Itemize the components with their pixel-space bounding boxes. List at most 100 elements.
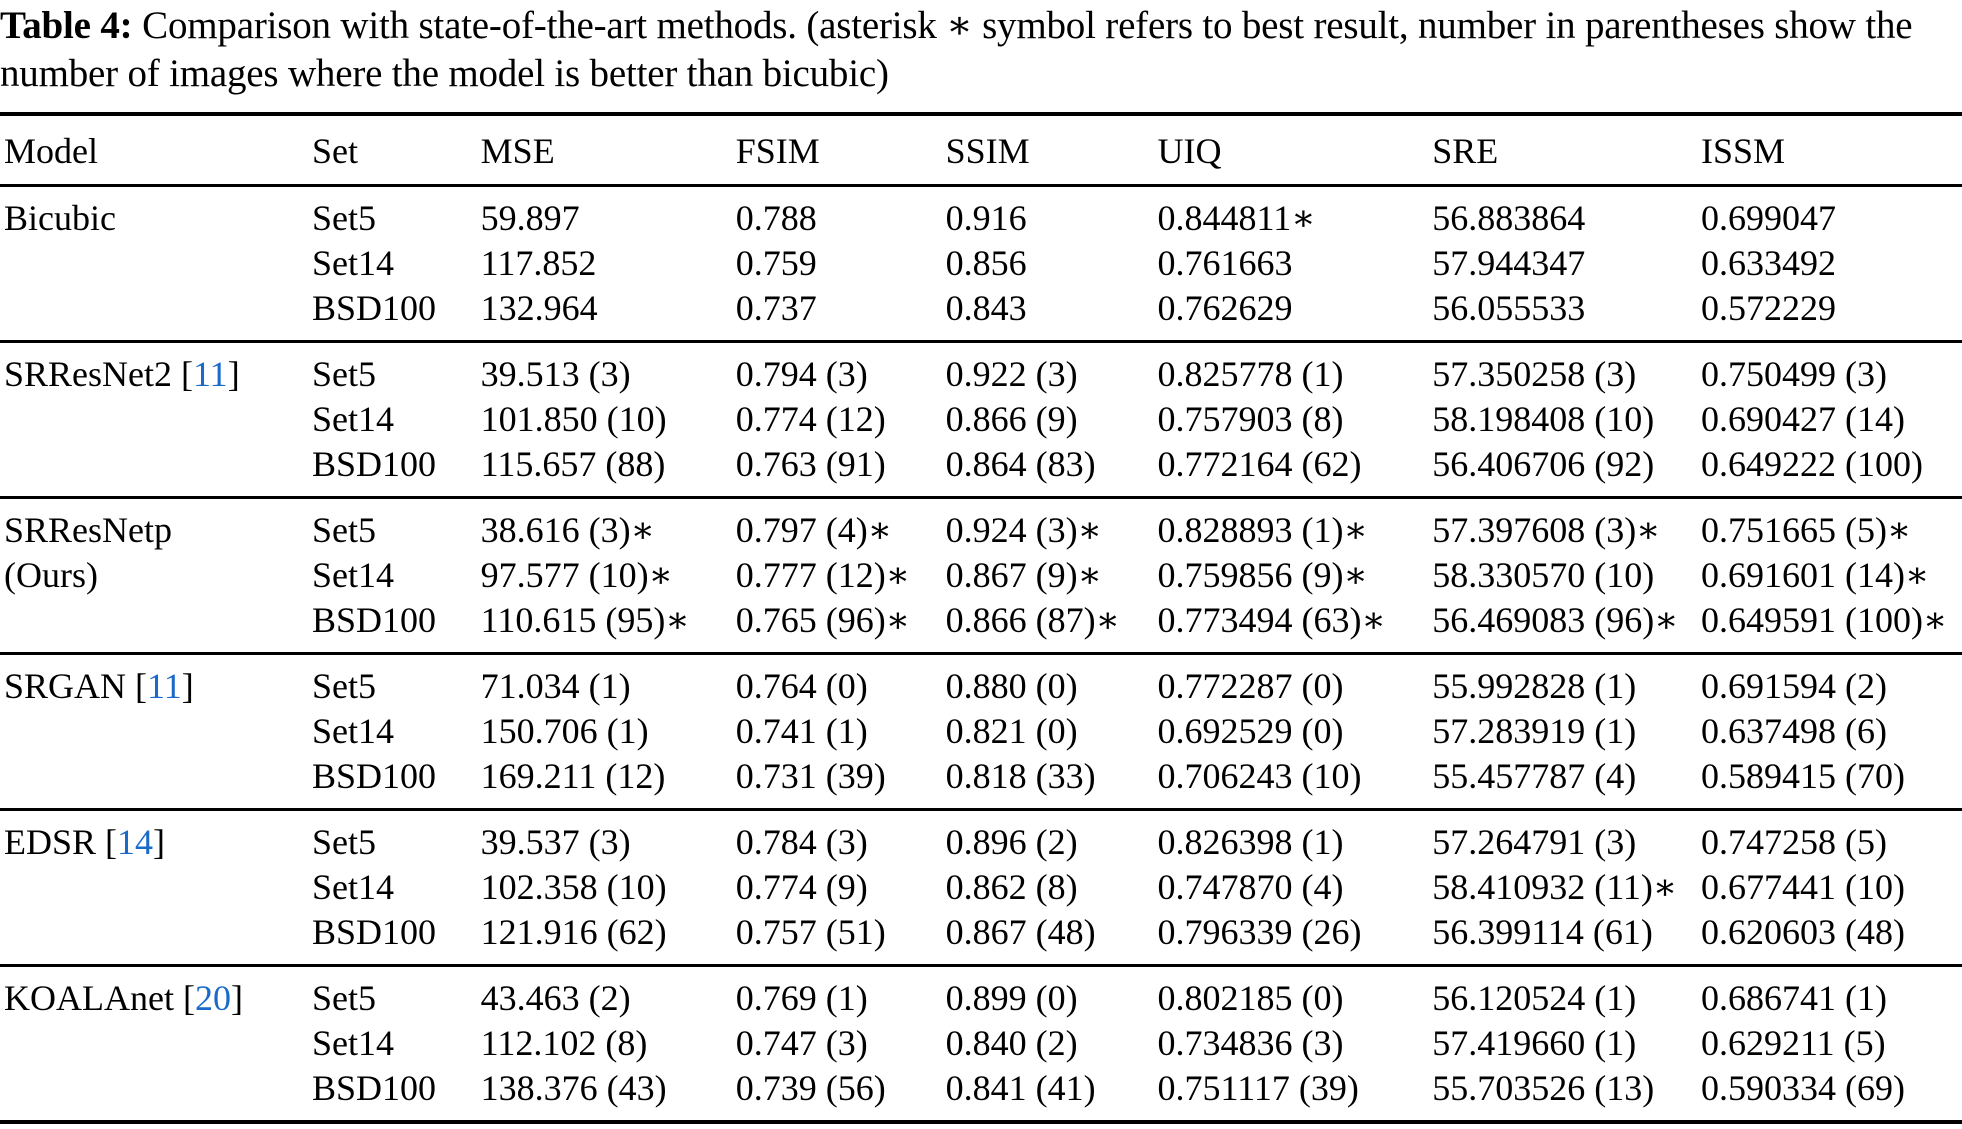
cell-fsim: 0.765 (96)∗ [735,600,911,640]
column-header-ssim: SSIM [945,131,1030,171]
cell-uiq: 0.796339 (26) [1157,912,1362,952]
cell-ssim: 0.840 (2) [945,1023,1078,1063]
cell-sre: 58.330570 (10) [1432,555,1655,595]
cell-sre: 56.469083 (96)∗ [1432,600,1679,640]
cell-issm: 0.637498 (6) [1700,711,1887,751]
model-group: KOALAnet [20] Set5 43.463 (2) 0.769 (1) 0.89… [0,966,1962,1123]
cell-uiq: 0.802185 (0) [1157,978,1344,1018]
cell-sre: 56.406706 (92) [1432,444,1655,484]
cell-ssim: 0.899 (0) [945,978,1078,1018]
column-header-sre: SRE [1432,131,1499,171]
cell-fsim: 0.763 (91) [735,444,886,484]
cell-sre: 58.198408 (10) [1432,399,1655,439]
cell-ssim: 0.864 (83) [945,444,1096,484]
model-name: EDSR [4,822,97,862]
cell-uiq: 0.772164 (62) [1157,444,1362,484]
table-row: SRResNet2 [11] Set5 39.513 (3) 0.794 (3) 0.9… [0,342,1962,398]
cell-mse: 71.034 (1) [480,666,631,706]
cell-mse: 132.964 [480,288,598,328]
cell-model: SRGAN [11] [4,666,194,706]
cell-uiq: 0.828893 (1)∗ [1157,510,1368,550]
cell-uiq: 0.844811∗ [1157,198,1316,238]
cell-fsim: 0.739 (56) [735,1068,886,1108]
caption-text: Comparison with state-of-the-art methods… [0,4,1913,95]
cell-mse: 121.916 (62) [480,912,667,952]
cell-sre: 55.457787 (4) [1432,756,1637,796]
cell-uiq: 0.706243 (10) [1157,756,1362,796]
cell-mse: 115.657 (88) [480,444,666,484]
cell-set: Set5 [311,822,376,862]
citation-link[interactable]: 11 [193,354,228,394]
citation-link[interactable]: 14 [117,822,154,862]
cell-uiq: 0.751117 (39) [1157,1068,1359,1108]
cell-issm: 0.620603 (48) [1700,912,1905,952]
cell-fsim: 0.784 (3) [735,822,868,862]
cell-ssim: 0.867 (9)∗ [945,555,1103,595]
model-name: SRGAN [4,666,127,706]
cell-issm: 0.747258 (5) [1700,822,1887,862]
citation-link[interactable]: 20 [194,978,231,1018]
cell-ssim: 0.866 (9) [945,399,1078,439]
table-row: BSD100 138.376 (43) 0.739 (56) 0.841 (41) 0.… [0,1066,1962,1122]
model-name: Bicubic [4,198,116,238]
model-name: SRResNetp [4,510,173,550]
table-row: Set14 102.358 (10) 0.774 (9) 0.862 (8) 0.747… [0,865,1962,910]
cell-issm: 0.649222 (100) [1700,444,1923,484]
cell-issm: 0.633492 [1700,243,1836,283]
cell-mse: 110.615 (95)∗ [480,600,690,640]
cell-model: SRResNetp (Ours) [0,498,312,654]
cell-ssim: 0.924 (3)∗ [945,510,1103,550]
cell-sre: 57.350258 (3) [1432,354,1637,394]
cell-set: BSD100 [311,444,436,484]
cell-mse: 101.850 (10) [480,399,667,439]
cell-issm: 0.691601 (14)∗ [1700,555,1930,595]
cell-sre: 57.397608 (3)∗ [1432,510,1661,550]
cell-uiq: 0.761663 [1157,243,1293,283]
cell-mse: 150.706 (1) [480,711,649,751]
column-header-mse: MSE [480,131,555,171]
model-group: SRResNet2 [11] Set5 39.513 (3) 0.794 (3) 0.9… [0,342,1962,498]
cell-fsim: 0.747 (3) [735,1023,868,1063]
table-row: BSD100 110.615 (95)∗ 0.765 (96)∗ 0.866 (87)… [0,598,1962,654]
table-caption: Table 4: Comparison with state-of-the-art… [0,2,1962,98]
cell-set: Set5 [311,198,376,238]
cell-sre: 58.410932 (11)∗ [1432,867,1678,907]
citation-link[interactable]: 11 [147,666,182,706]
table-row: Set14 101.850 (10) 0.774 (12) 0.866 (9) 0.75… [0,397,1962,442]
model-group: SRResNetp (Ours) Set5 38.616 (3)∗ 0.797 (4)∗… [0,498,1962,654]
cell-issm: 0.649591 (100)∗ [1700,600,1948,640]
cell-mse: 39.537 (3) [480,822,631,862]
cell-mse: 39.513 (3) [480,354,631,394]
cell-fsim: 0.731 (39) [735,756,886,796]
cell-model: EDSR [14] [4,822,166,862]
cell-set: Set14 [311,399,394,439]
cell-issm: 0.677441 (10) [1700,867,1905,907]
cell-ssim: 0.880 (0) [945,666,1078,706]
model-group: SRGAN [11] Set5 71.034 (1) 0.764 (0) 0.880 (… [0,654,1962,810]
cell-uiq: 0.757903 (8) [1157,399,1344,439]
cell-model: Bicubic [0,186,312,342]
cell-uiq: 0.692529 (0) [1157,711,1344,751]
cell-mse: 38.616 (3)∗ [480,510,656,550]
cell-fsim: 0.764 (0) [735,666,868,706]
cell-set: Set5 [311,666,376,706]
cell-ssim: 0.841 (41) [945,1068,1096,1108]
column-header-fsim: FSIM [735,131,820,171]
cell-issm: 0.590334 (69) [1700,1068,1905,1108]
cell-ssim: 0.821 (0) [945,711,1078,751]
model-name: KOALAnet [4,978,174,1018]
cell-fsim: 0.794 (3) [735,354,868,394]
cell-issm: 0.690427 (14) [1700,399,1905,439]
column-header-model: Model [4,131,98,171]
cell-fsim: 0.774 (9) [735,867,868,907]
cell-fsim: 0.774 (12) [735,399,886,439]
cell-fsim: 0.741 (1) [735,711,868,751]
cell-sre: 57.944347 [1432,243,1586,283]
cell-uiq: 0.747870 (4) [1157,867,1344,907]
cell-set: Set14 [311,1023,394,1063]
cell-mse: 59.897 [480,198,580,238]
column-header-uiq: UIQ [1157,131,1222,171]
cell-issm: 0.750499 (3) [1700,354,1887,394]
cell-mse: 117.852 [480,243,597,283]
